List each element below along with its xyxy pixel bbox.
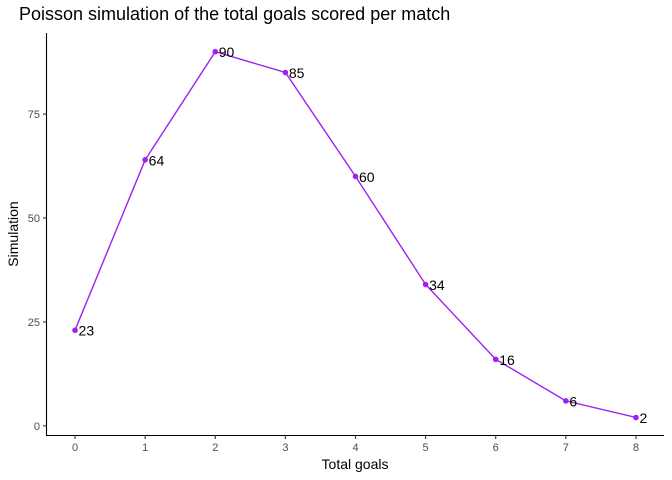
data-point — [212, 48, 219, 55]
data-label: 64 — [149, 152, 165, 168]
y-tick-label: 25 — [28, 317, 40, 329]
data-point — [492, 356, 499, 363]
data-point — [72, 327, 78, 334]
chart-title: Poisson simulation of the total goals sc… — [19, 4, 450, 24]
data-point — [282, 69, 289, 76]
data-label: 23 — [79, 323, 95, 339]
x-axis-title: Total goals — [322, 456, 389, 472]
y-tick-label: 50 — [28, 213, 40, 225]
x-tick-label: 8 — [633, 442, 639, 454]
data-label: 2 — [639, 410, 647, 426]
x-tick-label: 4 — [352, 442, 358, 454]
data-label: 60 — [359, 169, 375, 185]
y-tick-label: 0 — [34, 421, 40, 433]
x-tick-label: 0 — [72, 442, 78, 454]
data-label: 85 — [289, 65, 305, 81]
data-point — [142, 156, 148, 163]
data-point — [563, 398, 569, 404]
y-axis-ticks: 0 25 50 75 — [28, 109, 47, 433]
x-tick-label: 2 — [212, 442, 218, 454]
x-tick-label: 3 — [282, 442, 288, 454]
x-tick-label: 1 — [142, 442, 148, 454]
data-point — [352, 173, 359, 180]
x-tick-label: 6 — [493, 442, 499, 454]
data-label: 90 — [219, 44, 235, 60]
data-point — [422, 281, 429, 288]
x-tick-label: 7 — [563, 442, 569, 454]
data-label: 16 — [499, 352, 515, 368]
data-labels: 23 64 90 85 60 34 16 6 2 — [79, 44, 648, 426]
data-points — [72, 48, 639, 421]
x-tick-label: 5 — [423, 442, 429, 454]
data-label: 6 — [569, 393, 577, 409]
y-tick-label: 75 — [28, 109, 40, 121]
series-line — [74, 50, 637, 419]
y-axis-title: Simulation — [5, 201, 21, 266]
data-label: 34 — [429, 277, 445, 293]
data-point — [633, 414, 639, 421]
x-axis-ticks: 0 1 2 3 4 5 6 7 8 — [72, 435, 639, 454]
